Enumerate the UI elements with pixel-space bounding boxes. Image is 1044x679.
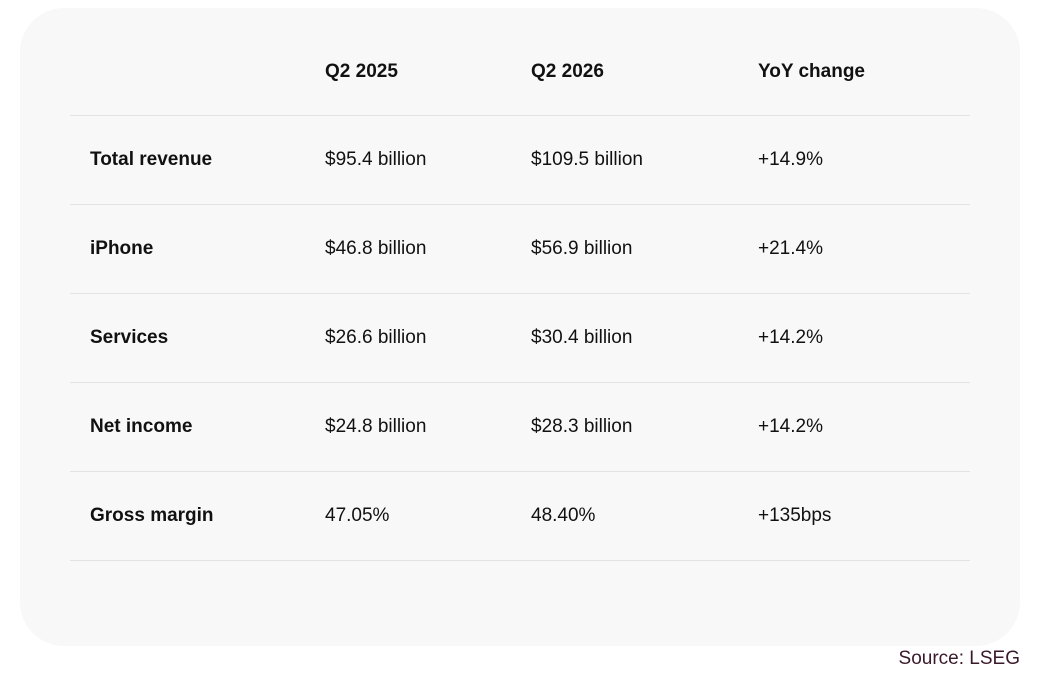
row-label: Net income: [90, 416, 193, 437]
q2-2025-value: 47.05%: [325, 505, 390, 526]
q2-2026-value: $109.5 billion: [531, 149, 643, 170]
table-row: Net income $24.8 billion $28.3 billion +…: [70, 383, 970, 472]
row-label: Total revenue: [90, 149, 213, 170]
q2-2026-value: $56.9 billion: [531, 238, 633, 259]
yoy-change-value: +21.4%: [758, 238, 823, 259]
yoy-change-value: +14.2%: [758, 327, 823, 348]
table-row: Services $26.6 billion $30.4 billion +14…: [70, 294, 970, 383]
table-row: Total revenue $95.4 billion $109.5 billi…: [70, 116, 970, 205]
earnings-table: Q2 2025 Q2 2026 YoY change Total revenue…: [70, 38, 970, 561]
header-cell-yoy-change: YoY change: [758, 61, 865, 82]
yoy-change-value: +14.9%: [758, 149, 823, 170]
q2-2025-value: $26.6 billion: [325, 327, 427, 348]
table-row: iPhone $46.8 billion $56.9 billion +21.4…: [70, 205, 970, 294]
row-label: Services: [90, 327, 169, 348]
q2-2025-value: $46.8 billion: [325, 238, 427, 259]
table-row: Gross margin 47.05% 48.40% +135bps: [70, 472, 970, 561]
q2-2025-value: $95.4 billion: [325, 149, 427, 170]
yoy-change-value: +135bps: [758, 505, 832, 526]
earnings-table-card: Q2 2025 Q2 2026 YoY change Total revenue…: [20, 8, 1020, 646]
row-label: Gross margin: [90, 505, 214, 526]
header-cell-q2-2025: Q2 2025: [325, 61, 398, 82]
header-cell-q2-2026: Q2 2026: [531, 61, 604, 82]
source-note: Source: LSEG: [898, 648, 1020, 669]
table-header-row: Q2 2025 Q2 2026 YoY change: [70, 38, 970, 116]
row-label: iPhone: [90, 238, 154, 259]
q2-2026-value: 48.40%: [531, 505, 596, 526]
q2-2026-value: $28.3 billion: [531, 416, 633, 437]
q2-2025-value: $24.8 billion: [325, 416, 427, 437]
q2-2026-value: $30.4 billion: [531, 327, 633, 348]
yoy-change-value: +14.2%: [758, 416, 823, 437]
